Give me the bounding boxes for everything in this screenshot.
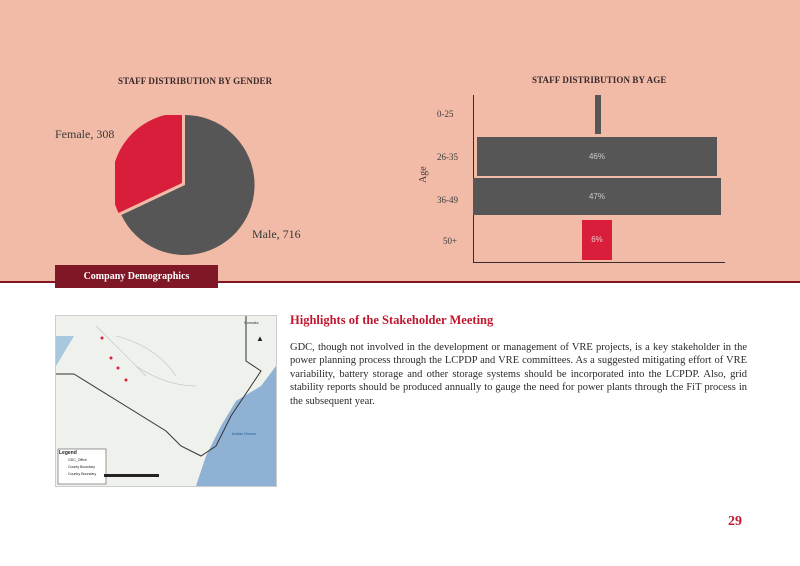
section-tab: Company Demographics (55, 265, 218, 288)
gender-pie-chart (115, 115, 255, 255)
female-label: Female, 308 (55, 127, 115, 141)
highlights-heading: Highlights of the Stakeholder Meeting (290, 313, 494, 327)
female-slice (115, 115, 182, 213)
y-axis-label: Age (418, 166, 429, 183)
highlights-body: GDC, though not involved in the developm… (290, 342, 747, 407)
legend-country-boundary: Country Boundary (68, 472, 97, 476)
north-arrow-icon: ▲ (256, 334, 264, 343)
map-label-somalia: Somalia (244, 320, 259, 325)
bar-50plus: 6% (582, 220, 612, 260)
age-label-36-49: 36-49 (437, 195, 458, 205)
bar-0-25 (595, 95, 601, 134)
male-slice (121, 115, 255, 255)
age-label-0-25: 0-25 (437, 109, 454, 119)
map-graphic (56, 316, 276, 486)
male-label: Male, 716 (252, 227, 301, 241)
legend-gdc-office: GDC_Office (68, 458, 87, 462)
map-label-indian-ocean: Indian Ocean (232, 431, 256, 436)
kenya-map: Legend GDC_Office County Boundary Countr… (55, 315, 277, 487)
map-legend-title: Legend (59, 450, 77, 456)
page-number: 29 (728, 514, 742, 529)
age-chart-title: STAFF DISTRIBUTION BY AGE (532, 75, 667, 85)
legend-county-boundary: County Boundary (68, 465, 96, 469)
age-label-50plus: 50+ (443, 236, 458, 246)
section-divider (0, 281, 800, 283)
age-label-26-35: 26-35 (437, 152, 458, 162)
bar-36-49: 47% (473, 178, 721, 215)
x-axis (473, 262, 725, 263)
bar-26-35: 46% (477, 137, 717, 176)
gender-chart-title: STAFF DISTRIBUTION BY GENDER (118, 76, 273, 86)
